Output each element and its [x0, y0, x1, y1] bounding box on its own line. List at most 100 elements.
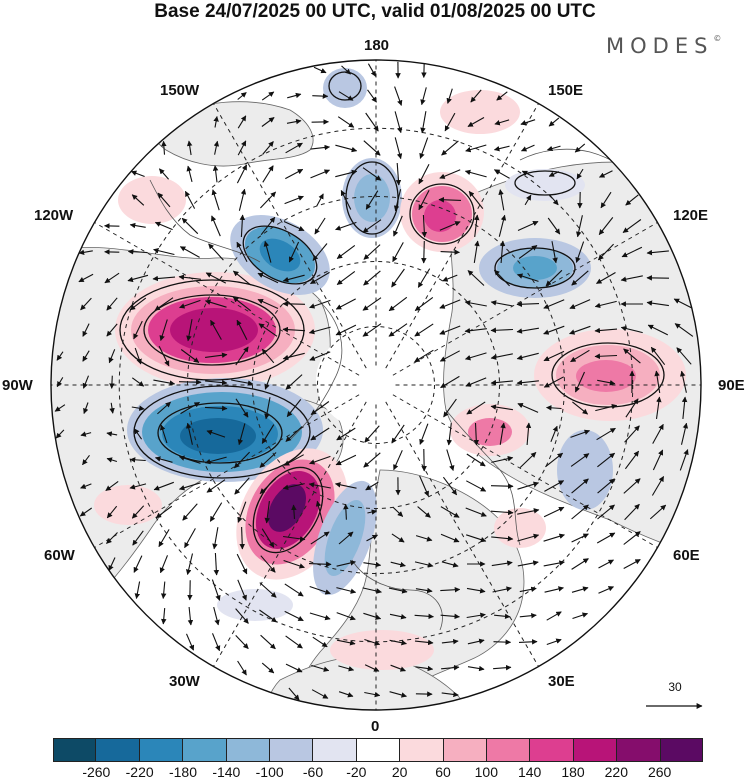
lon-label-30e: 30E — [548, 673, 575, 690]
wind-vector-arrow — [417, 506, 431, 518]
wind-vector-arrow — [106, 431, 118, 437]
wind-vector-arrow — [288, 687, 300, 701]
wind-vector-arrow — [446, 88, 453, 104]
wind-vector-arrow — [494, 119, 510, 126]
wind-vector-arrow — [259, 582, 277, 598]
wind-vector-arrow — [543, 350, 565, 362]
lon-label-60w: 60W — [44, 547, 75, 564]
wind-vector-arrow — [464, 327, 487, 334]
wind-vector-arrow — [231, 379, 254, 386]
wind-vector-arrow — [490, 404, 513, 411]
wind-vector-arrow — [310, 427, 330, 441]
wind-vector-arrow — [108, 349, 116, 364]
wind-vector-arrow — [625, 194, 639, 206]
wind-vector-arrow — [467, 270, 485, 286]
wind-vector-arrow — [237, 140, 247, 156]
wind-vector-arrow — [285, 142, 303, 154]
wind-vector-arrow — [624, 425, 640, 443]
wind-vector-arrow — [367, 509, 378, 515]
wind-vector-arrow — [391, 424, 405, 444]
wind-vector-arrow — [388, 323, 408, 337]
wind-vector-arrow — [516, 301, 540, 307]
wind-vector-arrow — [335, 324, 357, 336]
wind-vector-arrow — [284, 610, 304, 622]
wind-vector-arrow — [160, 424, 168, 444]
wind-vector-arrow — [498, 189, 505, 211]
wind-vector-arrow — [545, 405, 562, 411]
wind-vector-arrow — [363, 140, 381, 156]
wind-vector-arrow — [545, 452, 564, 468]
wind-vector-arrow — [517, 560, 539, 567]
wind-vector-arrow — [259, 452, 277, 468]
colorbar-cell — [312, 738, 356, 762]
wind-vector-arrow — [131, 405, 145, 411]
wind-vector-arrow — [548, 117, 560, 127]
wind-vector-arrow — [367, 89, 377, 103]
wind-vector-arrow — [415, 535, 433, 542]
wind-vector-arrow — [545, 269, 563, 287]
wind-vector-arrow — [257, 298, 279, 310]
wind-vector-arrow — [520, 144, 535, 152]
wind-vector-arrow — [336, 560, 356, 567]
wind-vector-arrow — [517, 481, 540, 490]
wind-vector-arrow — [439, 299, 461, 309]
wind-vector-arrow — [493, 169, 510, 179]
wind-vector-arrow — [364, 425, 380, 443]
anomaly-positive-mediterranean — [330, 630, 434, 670]
wind-vector-arrow — [334, 482, 357, 489]
wind-vector-arrow — [571, 558, 589, 570]
wind-vector-arrow — [153, 247, 175, 256]
contour-line — [119, 279, 305, 381]
wind-vector-arrow — [465, 377, 487, 387]
wind-vector-arrow — [570, 429, 591, 438]
wind-vector-arrow — [235, 635, 249, 649]
wind-vector-arrow — [363, 452, 381, 468]
wind-vector-arrow — [211, 215, 221, 237]
colorbar-tick-label: 260 — [647, 764, 672, 780]
wind-vector-arrow — [260, 555, 276, 573]
wind-vector-arrow — [598, 559, 614, 569]
wind-vector-arrow — [574, 371, 586, 393]
colorbar-cell — [616, 738, 660, 762]
lon-label-150w: 150W — [160, 82, 200, 99]
wind-vector-arrow — [543, 560, 565, 567]
wind-vector-arrow — [464, 169, 487, 178]
anomaly-positive-siberia-core — [424, 200, 456, 232]
wind-vector-arrow — [599, 170, 613, 178]
wind-vector-arrow — [363, 561, 382, 568]
wind-vector-arrow — [393, 215, 403, 237]
wind-vector-arrow — [178, 455, 201, 464]
wind-vector-arrow — [421, 240, 427, 264]
wind-vector-arrow — [466, 612, 486, 619]
wind-vector-arrow — [129, 222, 146, 229]
wind-vector-arrow — [393, 189, 402, 212]
wind-vector-arrow — [311, 689, 329, 699]
wind-vector-arrow — [335, 298, 356, 310]
wind-vector-arrow — [133, 555, 143, 573]
wind-vector-arrow — [211, 633, 221, 652]
wind-vector-arrow — [572, 612, 589, 620]
colorbar-tick-label: 20 — [391, 764, 408, 780]
wind-vector-arrow — [519, 452, 537, 468]
wind-vector-arrow — [78, 249, 93, 256]
wind-vector-arrow — [516, 352, 539, 361]
wind-vector-arrow — [441, 561, 459, 568]
wind-vector-arrow — [213, 606, 220, 626]
colorbar-tick-label: 140 — [517, 764, 542, 780]
wind-vector-arrow — [213, 140, 220, 155]
wind-vector-arrow — [105, 480, 119, 492]
wind-vector-arrow — [336, 244, 356, 260]
wind-vector-arrow — [467, 665, 485, 672]
wind-vector-arrow — [415, 665, 434, 672]
wind-vector-arrow — [598, 586, 615, 594]
wind-vector-arrow — [157, 192, 171, 208]
wind-vector-arrow — [204, 299, 227, 308]
wind-vector-arrow — [209, 502, 223, 522]
meridian-line — [94, 222, 360, 376]
wind-vector-arrow — [82, 375, 90, 389]
colorbar-tick-label: -20 — [346, 764, 367, 780]
wind-vector-arrow — [464, 352, 487, 361]
contour-line — [409, 183, 475, 245]
wind-vector-arrow — [106, 297, 118, 311]
wind-vector-arrow — [186, 422, 193, 445]
